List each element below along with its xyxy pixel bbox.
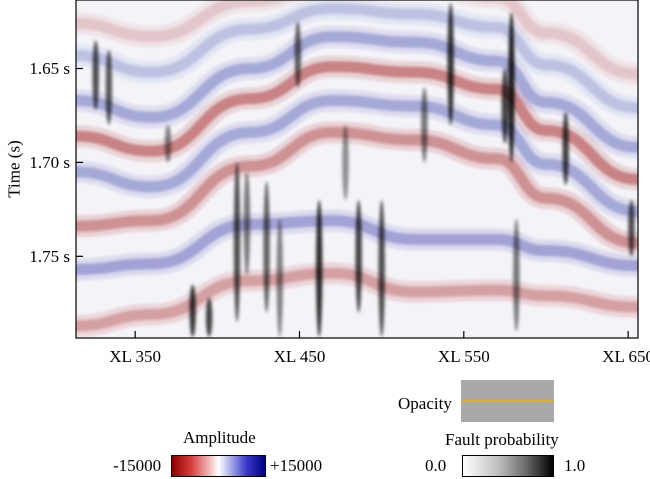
- fault-trace: [233, 162, 241, 323]
- fault-trace: [513, 218, 520, 332]
- fault-trace: [92, 40, 99, 110]
- reflector-negative: [76, 126, 638, 249]
- y-tick-label: 1.75 s: [29, 247, 70, 266]
- amplitude-title: Amplitude: [183, 428, 256, 447]
- plot-area: [76, 0, 638, 338]
- fault-trace: [447, 2, 454, 125]
- x-tick-label: XL 350: [109, 347, 161, 366]
- x-tick-label: XL 650: [602, 347, 650, 366]
- fault-trace: [105, 49, 113, 125]
- reflector-negative: [76, 61, 638, 185]
- x-tick-label: XL 450: [274, 347, 326, 366]
- fault-trace: [243, 171, 251, 276]
- fault-trace: [421, 87, 428, 163]
- y-tick-label: 1.65 s: [29, 59, 70, 78]
- fault-trace: [562, 111, 569, 185]
- opacity-label: Opacity: [398, 394, 452, 413]
- fault-max-label: 1.0: [564, 456, 586, 475]
- fault-trace: [355, 199, 362, 313]
- fault-trace: [294, 21, 302, 88]
- x-tick-label: XL 550: [438, 347, 490, 366]
- reflector-positive: [76, 2, 638, 114]
- fault-probability-colorbar: [462, 455, 554, 477]
- opacity-line[interactable]: [461, 400, 554, 402]
- fault-trace: [316, 199, 323, 338]
- fault-trace: [501, 68, 509, 144]
- fault-trace: [342, 124, 349, 200]
- fault-trace: [189, 284, 196, 338]
- fault-trace: [378, 199, 385, 338]
- plot-frame: [75, 0, 639, 339]
- opacity-slider[interactable]: [461, 380, 554, 422]
- amplitude-min-label: -15000: [113, 456, 162, 475]
- amplitude-colorbar: [171, 455, 266, 477]
- reflector-positive: [76, 31, 638, 153]
- fault-trace: [276, 218, 283, 338]
- fault-trace: [164, 124, 172, 163]
- fault-trace: [205, 297, 213, 338]
- reflector-negative: [76, 267, 638, 332]
- y-axis: 1.65 s 1.70 s 1.75 s: [29, 59, 83, 266]
- reflector-negative: [76, 0, 638, 80]
- x-axis: XL 350 XL 450 XL 550 XL 650: [109, 331, 650, 366]
- y-axis-title: Time (s): [5, 140, 24, 197]
- fault-trace: [628, 199, 635, 257]
- y-tick-label: 1.70 s: [29, 153, 70, 172]
- fault-trace: [263, 181, 270, 313]
- fault-min-label: 0.0: [425, 456, 447, 475]
- reflector-positive: [76, 94, 638, 217]
- amplitude-max-label: +15000: [270, 456, 323, 475]
- reflector-layer: [76, 0, 638, 337]
- fault-trace: [508, 12, 515, 163]
- reflector-positive: [76, 215, 638, 275]
- fault-probability-title: Fault probability: [445, 430, 559, 449]
- fault-layer: [92, 2, 635, 338]
